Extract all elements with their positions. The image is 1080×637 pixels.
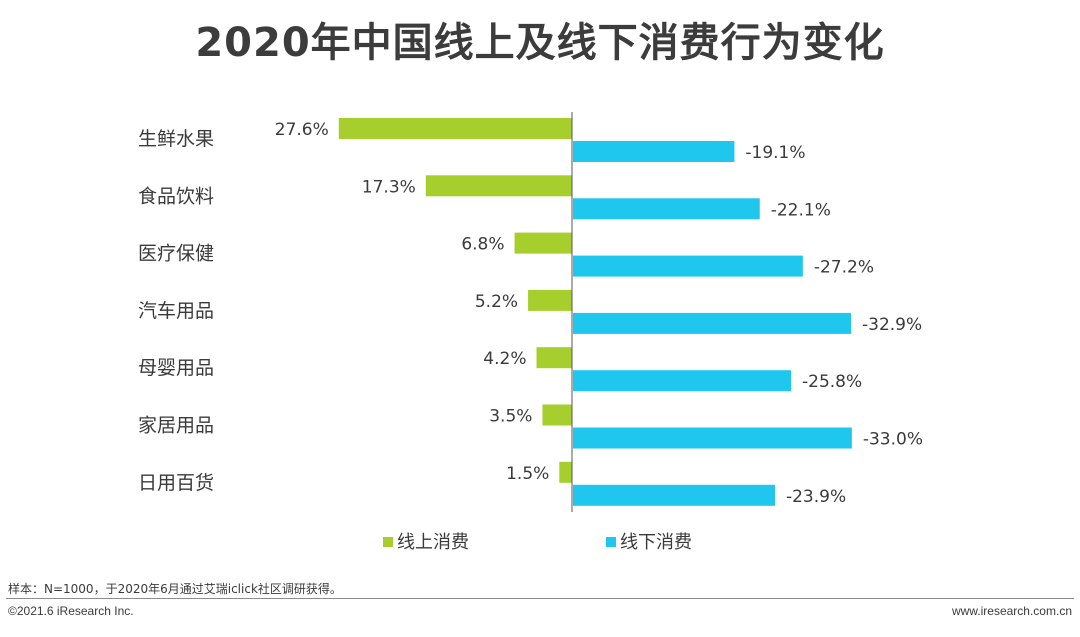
sample-note: 样本：N=1000，于2020年6月通过艾瑞iclick社区调研获得。 [8, 582, 342, 596]
chart-title: 2020年中国线上及线下消费行为变化 [195, 20, 885, 66]
category-label: 食品饮料 [138, 185, 214, 207]
online-value-label: 17.3% [362, 177, 416, 197]
offline-bar [573, 312, 852, 334]
offline-value-label: -33.0% [863, 430, 923, 450]
online-value-label: 3.5% [489, 407, 532, 427]
online-value-label: 6.8% [461, 235, 504, 255]
online-legend-swatch [383, 537, 393, 547]
online-value-label: 27.6% [275, 120, 329, 140]
offline-bar [573, 255, 803, 277]
online-bar [338, 118, 572, 139]
category-label: 医疗保健 [138, 243, 214, 265]
online-bar [536, 347, 572, 369]
online-legend-label: 线上消费 [397, 532, 469, 553]
offline-legend-swatch [606, 537, 616, 547]
offline-value-label: -19.1% [745, 143, 805, 163]
category-label: 汽车用品 [138, 300, 214, 322]
category-label: 家居用品 [138, 415, 214, 437]
offline-value-label: -32.9% [862, 315, 922, 335]
online-bar [542, 404, 572, 426]
online-value-label: 1.5% [506, 464, 549, 484]
offline-legend-label: 线下消费 [620, 532, 692, 553]
online-bar [425, 175, 572, 197]
online-bar [559, 461, 572, 483]
copyright: ©2021.6 iResearch Inc. [8, 604, 134, 618]
online-bar [514, 232, 572, 254]
offline-value-label: -22.1% [771, 200, 831, 220]
offline-bar [573, 141, 735, 162]
category-label: 母婴用品 [138, 357, 214, 379]
offline-bar [573, 370, 792, 392]
offline-value-label: -25.8% [802, 372, 862, 392]
offline-bar [573, 198, 760, 220]
online-value-label: 5.2% [475, 292, 518, 312]
footer-divider [6, 598, 1074, 599]
category-label: 日用百货 [138, 472, 214, 494]
offline-bar [573, 427, 852, 449]
category-label: 生鲜水果 [138, 128, 214, 150]
website: www.iresearch.com.cn [951, 604, 1072, 618]
offline-bar [573, 484, 775, 506]
offline-value-label: -27.2% [814, 258, 874, 278]
offline-value-label: -23.9% [786, 487, 846, 507]
online-value-label: 4.2% [483, 349, 526, 369]
online-bar [528, 289, 572, 311]
